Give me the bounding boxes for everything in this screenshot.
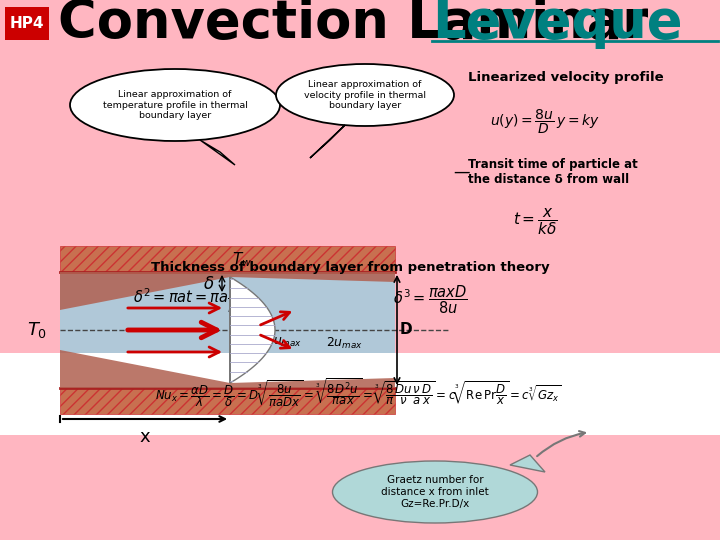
- Text: $u(y)=\dfrac{8u}{D}\,y=ky$: $u(y)=\dfrac{8u}{D}\,y=ky$: [490, 108, 600, 136]
- Text: $t=\dfrac{x}{k\delta}$: $t=\dfrac{x}{k\delta}$: [513, 207, 557, 237]
- Text: $u_{max}$: $u_{max}$: [274, 336, 302, 349]
- Text: x: x: [140, 428, 150, 446]
- FancyBboxPatch shape: [5, 7, 49, 40]
- Text: HP4: HP4: [10, 16, 44, 30]
- Polygon shape: [200, 140, 235, 165]
- Text: $\delta$: $\delta$: [202, 275, 214, 293]
- Polygon shape: [510, 455, 545, 472]
- Text: Linear approximation of
velocity profile in thermal
boundary layer: Linear approximation of velocity profile…: [304, 80, 426, 110]
- Polygon shape: [230, 272, 395, 282]
- Text: D: D: [400, 322, 413, 338]
- Ellipse shape: [333, 461, 538, 523]
- Text: Transit time of particle at
the distance δ from wall: Transit time of particle at the distance…: [468, 158, 638, 186]
- Text: $\delta^2=\pi at=\pi a\dfrac{x}{k\delta}$: $\delta^2=\pi at=\pi a\dfrac{x}{k\delta}…: [133, 285, 247, 315]
- Text: $y$: $y$: [235, 303, 248, 321]
- Polygon shape: [230, 378, 395, 388]
- Text: Graetz number for
distance x from inlet
Gz=Re.Pr.D/x: Graetz number for distance x from inlet …: [381, 475, 489, 509]
- Polygon shape: [60, 272, 230, 310]
- Polygon shape: [230, 277, 275, 383]
- Text: $T_w$: $T_w$: [232, 251, 252, 269]
- Text: $\delta^3=\dfrac{\pi axD}{8u}$: $\delta^3=\dfrac{\pi axD}{8u}$: [392, 284, 467, 316]
- Ellipse shape: [276, 64, 454, 126]
- Bar: [60, 246, 395, 272]
- Text: $T_0$: $T_0$: [27, 320, 47, 340]
- Ellipse shape: [70, 69, 280, 141]
- Text: $Nu_x=\dfrac{\alpha D}{\lambda}=\dfrac{D}{\delta}=D\sqrt[3]{\dfrac{8u}{\pi aDx}}: $Nu_x=\dfrac{\alpha D}{\lambda}=\dfrac{D…: [155, 376, 561, 409]
- Text: $2u_{max}$: $2u_{max}$: [326, 336, 364, 351]
- Polygon shape: [310, 125, 345, 158]
- Bar: [60, 272, 395, 388]
- Text: Linearized velocity profile: Linearized velocity profile: [468, 71, 664, 84]
- Text: Convection Laminar: Convection Laminar: [58, 0, 667, 49]
- Text: Linear approximation of
temperature profile in thermal
boundary layer: Linear approximation of temperature prof…: [102, 90, 248, 120]
- Bar: [60, 388, 395, 414]
- Bar: [0, 353, 720, 435]
- Text: —: —: [453, 163, 469, 181]
- Text: Thickness of boundary layer from penetration theory: Thickness of boundary layer from penetra…: [150, 261, 549, 274]
- Text: Leveque: Leveque: [432, 0, 683, 49]
- Polygon shape: [60, 350, 230, 388]
